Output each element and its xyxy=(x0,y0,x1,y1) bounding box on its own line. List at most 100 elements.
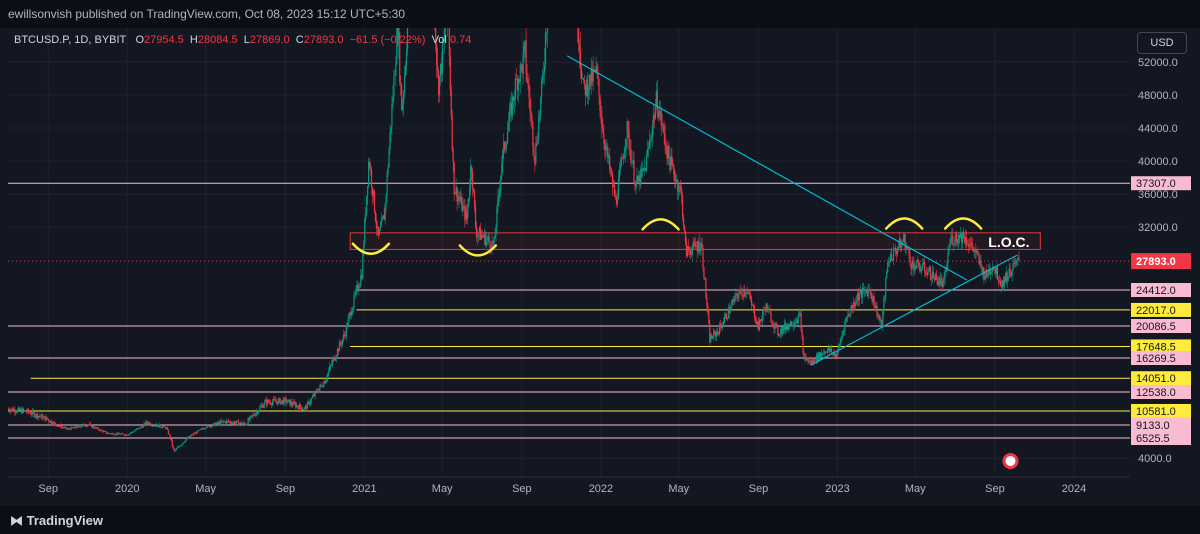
candle-body xyxy=(336,349,339,356)
candle-body xyxy=(942,280,944,288)
candle-body xyxy=(448,13,450,56)
trendline xyxy=(566,55,968,281)
candle-body xyxy=(839,342,841,345)
candle-body xyxy=(287,399,289,403)
candle-body xyxy=(439,64,442,76)
candle-body xyxy=(179,446,181,448)
candle-body xyxy=(885,278,887,298)
candle-body xyxy=(939,278,941,285)
candle-body xyxy=(864,289,866,292)
candle-body xyxy=(406,15,409,51)
candle-body xyxy=(35,413,37,417)
candle-body xyxy=(895,251,898,255)
candle-body xyxy=(902,240,904,242)
candle-body xyxy=(56,426,59,427)
candle-body xyxy=(959,234,961,239)
candle-body xyxy=(878,315,880,319)
candle-body xyxy=(664,134,666,146)
candle-body xyxy=(185,439,187,442)
candle-body xyxy=(952,235,954,245)
candle-body xyxy=(469,187,471,198)
candle-body xyxy=(115,433,117,435)
candle-body xyxy=(230,423,233,425)
candle-body xyxy=(518,79,520,82)
candle-body xyxy=(748,291,750,295)
candle-body xyxy=(585,79,587,96)
candle-body xyxy=(925,271,927,274)
candle-body xyxy=(863,289,865,291)
candle-body xyxy=(881,320,883,326)
footer-logo-text: TradingView xyxy=(26,513,103,528)
candle-body xyxy=(1010,273,1012,277)
candle-body xyxy=(507,122,510,132)
candle-body xyxy=(293,401,295,406)
candle-body xyxy=(724,313,726,318)
candle-body xyxy=(502,150,504,164)
trendline xyxy=(810,254,1018,366)
candle-body xyxy=(740,289,742,292)
tradingview-logo[interactable]: ⧓ TradingView xyxy=(10,513,103,529)
candle-body xyxy=(58,425,61,427)
candle-body xyxy=(610,168,612,172)
candle-body xyxy=(599,95,601,111)
candle-body xyxy=(778,335,780,336)
candle-body xyxy=(648,139,651,147)
currency-button[interactable]: USD xyxy=(1137,32,1187,54)
candle-body xyxy=(680,186,682,190)
symbol-legend: BTCUSD.P, 1D, BYBIT O27954.5 H28084.5 L2… xyxy=(14,34,471,46)
open-label: O xyxy=(135,34,145,46)
candle-body xyxy=(702,247,704,268)
candle-body xyxy=(223,421,225,422)
candle-body xyxy=(268,402,271,403)
symbol-name[interactable]: BTCUSD.P, 1D, BYBIT xyxy=(14,34,127,46)
level-price-label: 14051.0 xyxy=(1136,373,1176,385)
candle-body xyxy=(141,427,143,428)
close-label: C xyxy=(295,34,304,46)
candle-body xyxy=(71,427,73,428)
candle-body xyxy=(401,84,403,110)
candle-body xyxy=(715,331,717,337)
candle-body xyxy=(270,404,273,405)
candle-body xyxy=(242,422,244,424)
candle-body xyxy=(877,315,879,317)
candle-body xyxy=(659,110,661,112)
candle-body xyxy=(579,51,582,68)
candle-body xyxy=(85,426,87,427)
candle-body xyxy=(54,422,56,423)
candle-body xyxy=(98,429,100,431)
cup-arc xyxy=(351,242,391,255)
price-chart[interactable]: L.O.C. 52000.0 48000.0 44000.0 40000.0 36000… xyxy=(7,0,1200,506)
candle-body xyxy=(51,420,53,424)
candle-body xyxy=(801,330,803,338)
candle-body xyxy=(46,416,48,420)
candle-body xyxy=(710,335,712,343)
price-tick-label: 36000.0 xyxy=(1138,189,1178,201)
candle-body xyxy=(924,262,926,272)
time-tick-label: May xyxy=(432,483,453,495)
candle-body xyxy=(643,168,645,170)
candle-body xyxy=(654,106,656,119)
candle-body xyxy=(195,432,197,434)
candle-body xyxy=(372,190,375,197)
level-price-tag xyxy=(1131,431,1191,445)
footer-bar: ⧓ TradingView xyxy=(0,506,1200,534)
candle-body xyxy=(112,433,114,435)
candle-body xyxy=(8,408,10,411)
candle-body xyxy=(235,420,238,424)
candle-body xyxy=(734,293,736,302)
candle-body xyxy=(524,40,526,46)
candle-body xyxy=(496,206,498,228)
candle-body xyxy=(668,145,670,159)
candle-body xyxy=(687,246,690,251)
candle-body xyxy=(42,416,44,419)
level-price-label: 24412.0 xyxy=(1136,285,1176,297)
candle-body xyxy=(238,423,240,426)
candle-body xyxy=(247,418,249,425)
candle-body xyxy=(829,348,831,352)
candle-body xyxy=(167,429,169,434)
candle-body xyxy=(144,423,146,426)
chart-area[interactable]: L.O.C. 52000.0 48000.0 44000.0 40000.0 36000… xyxy=(7,0,1200,506)
candle-body xyxy=(669,158,671,171)
candle-body xyxy=(940,278,942,281)
candle-body xyxy=(833,351,835,357)
